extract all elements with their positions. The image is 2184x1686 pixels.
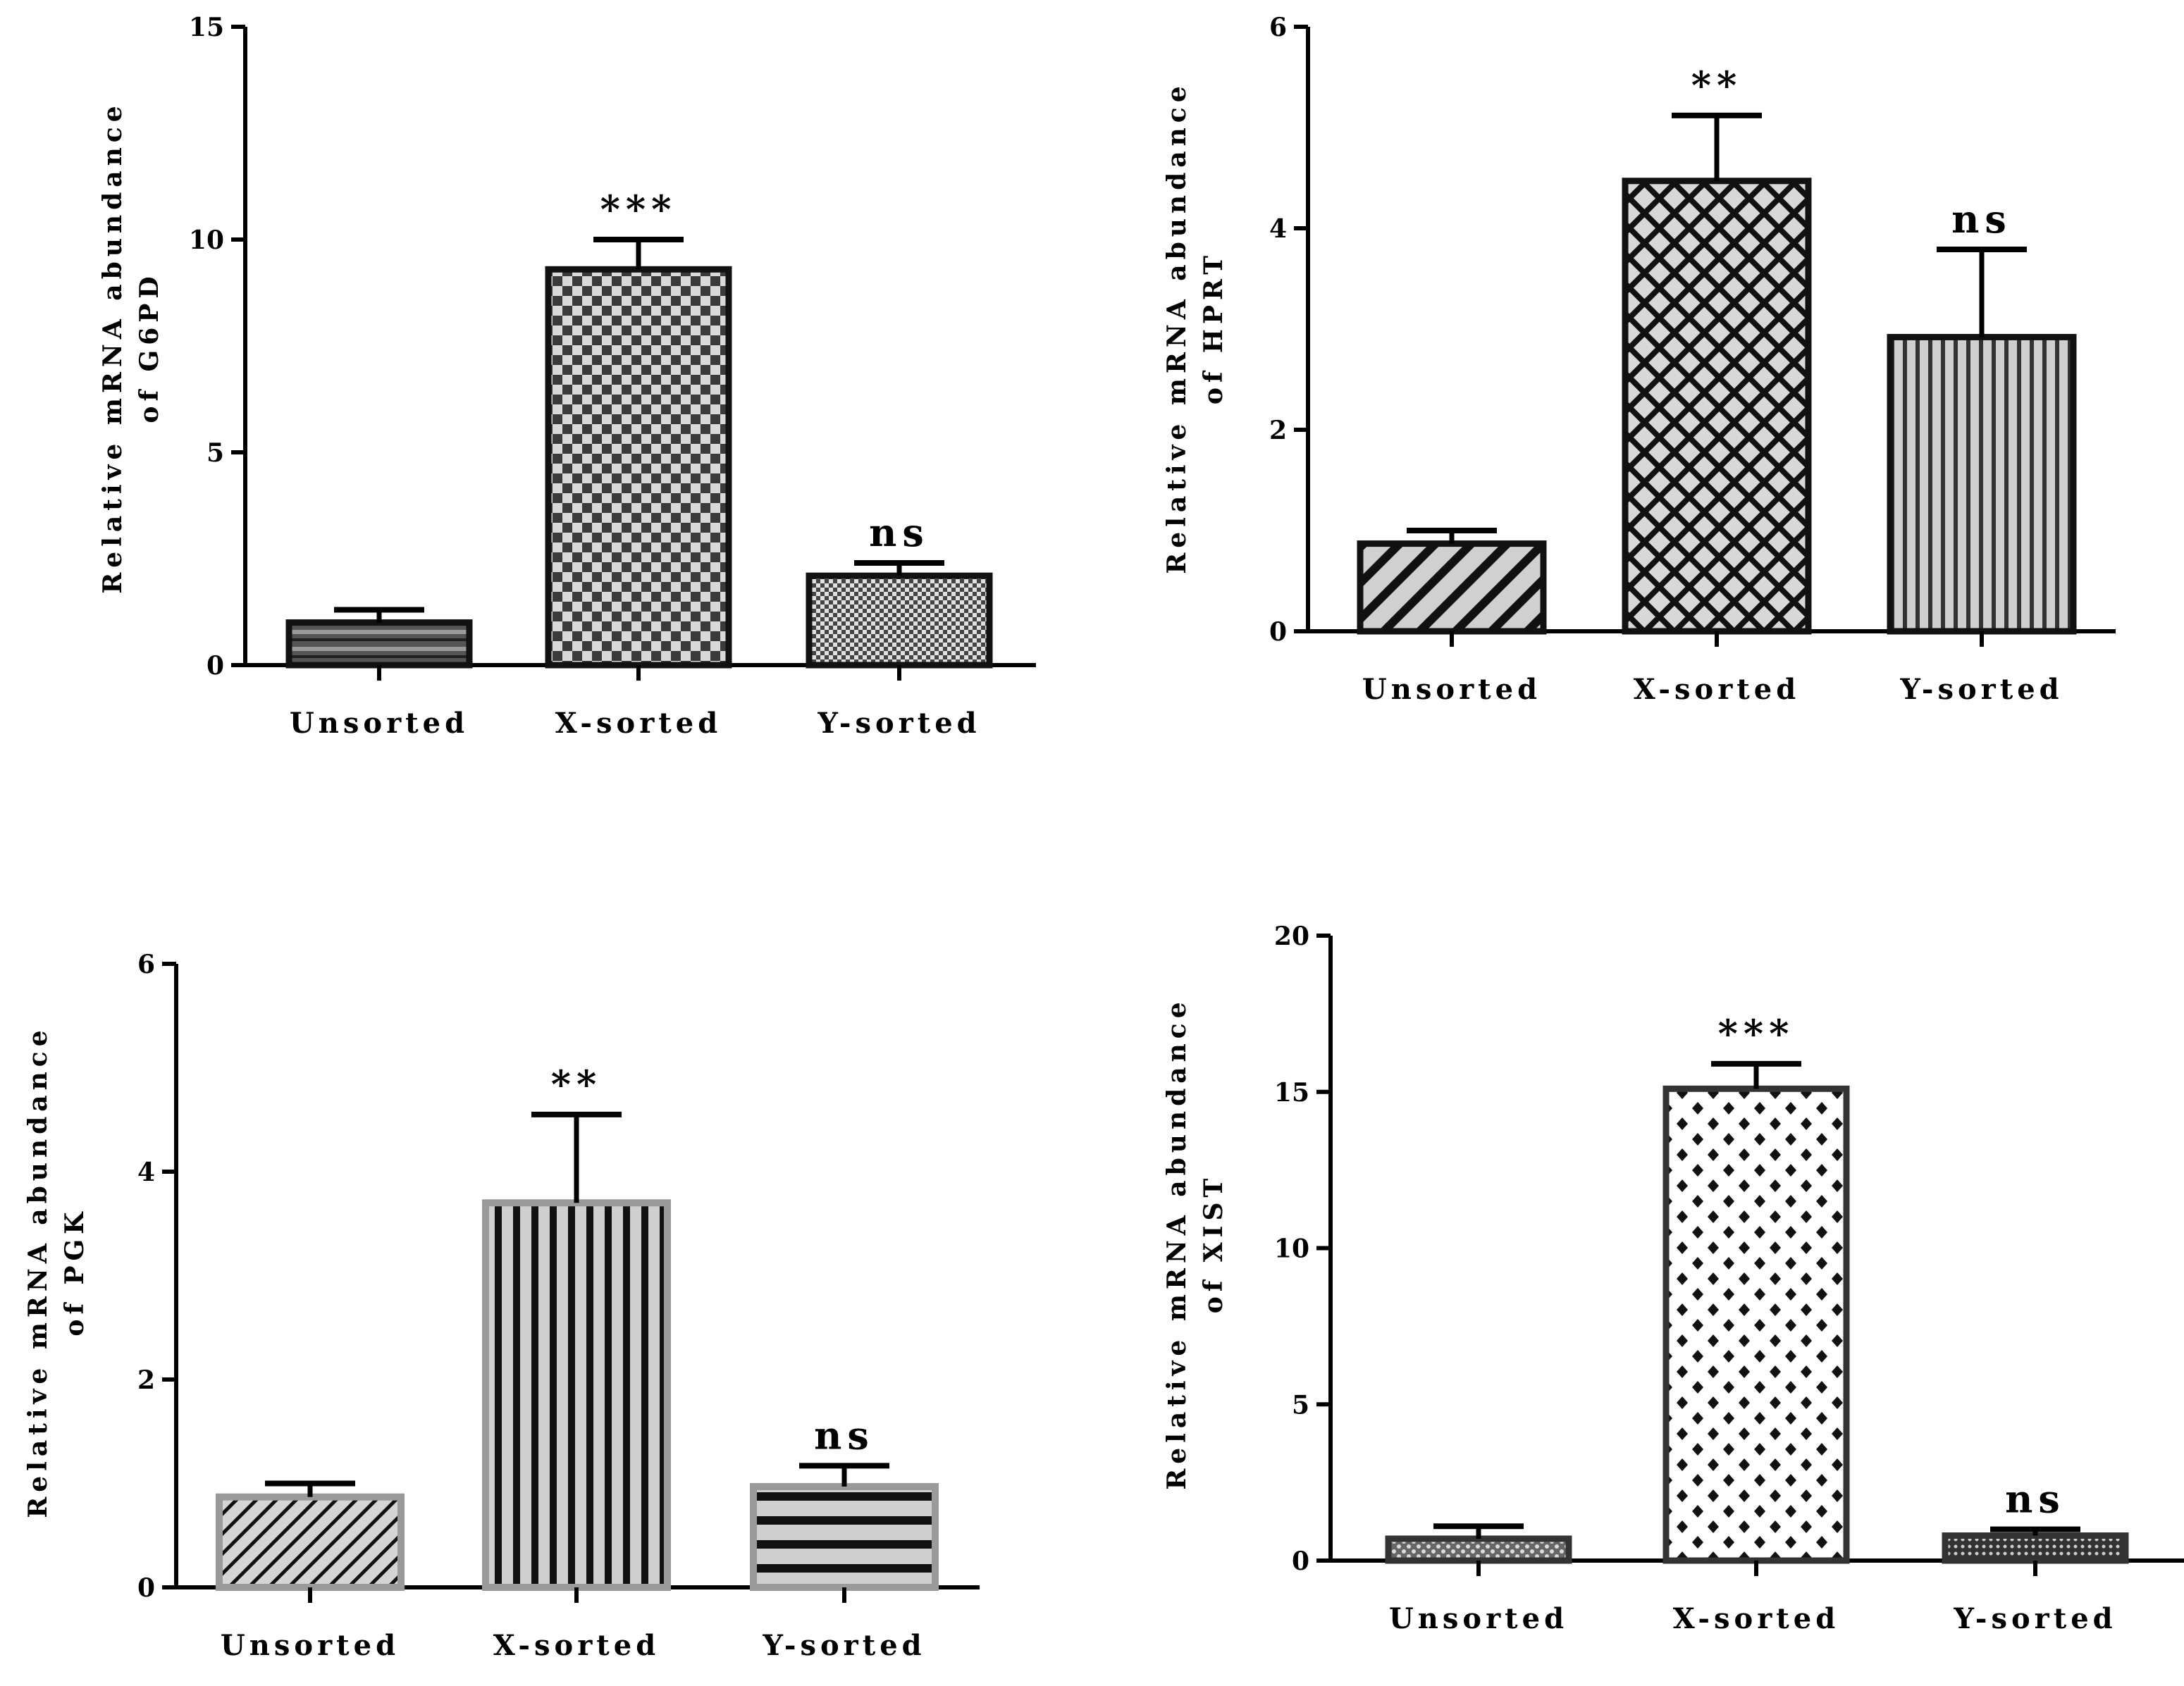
bar-y-sorted [1887, 333, 2077, 635]
significance-label: ** [551, 1062, 602, 1107]
bar-x-sorted [1622, 178, 1812, 635]
y-tick-label: 6 [1269, 13, 1287, 42]
y-tick-label: 10 [1274, 1234, 1309, 1264]
significance-label: ns [814, 1413, 875, 1458]
x-tick-label: X-sorted [1634, 673, 1800, 706]
x-tick-label: X-sorted [1673, 1602, 1839, 1635]
bar-y-sorted [806, 572, 993, 669]
x-tick-label: Y-sorted [817, 707, 980, 740]
y-tick-label: 4 [1269, 214, 1287, 244]
chart-pgk: Relative mRNA abundance of PGK 0 2 4 6 Unsor… [23, 950, 980, 1662]
y-axis-title-line1: Relative mRNA abundance [98, 101, 128, 593]
bar-unsorted [285, 619, 473, 669]
y-tick-label: 0 [206, 651, 224, 681]
y-tick-label: 4 [137, 1158, 155, 1187]
y-axis-title-line2: of PGK [60, 1207, 90, 1336]
bar-y-sorted [750, 1482, 939, 1592]
y-tick-label: 0 [1292, 1546, 1309, 1576]
y-tick-label: 20 [1274, 922, 1309, 951]
y-axis-title-line1: Relative mRNA abundance [23, 1025, 53, 1518]
significance-label: ** [1691, 63, 1742, 108]
x-tick-label: Unsorted [1389, 1602, 1568, 1635]
y-tick-label: 2 [1269, 416, 1287, 445]
bar-x-sorted [545, 266, 732, 669]
x-tick-label: Unsorted [290, 707, 469, 740]
y-axis-title-line2: of XIST [1199, 1174, 1228, 1314]
significance-label: ns [2005, 1477, 2066, 1522]
bar-unsorted [216, 1493, 405, 1592]
x-tick-label: X-sorted [555, 707, 722, 740]
y-tick-label: 5 [206, 438, 224, 468]
y-tick-label: 2 [137, 1365, 155, 1395]
y-tick-label: 10 [189, 225, 224, 255]
significance-label: *** [1718, 1011, 1795, 1056]
y-axis-title-line2: of HPRT [1199, 251, 1228, 404]
y-tick-label: 6 [137, 950, 155, 979]
y-axis-title-line1: Relative mRNA abundance [1162, 81, 1192, 574]
x-tick-label: X-sorted [493, 1629, 660, 1662]
chart-xist: Relative mRNA abundance of XIST 0 5 10 15 20… [1162, 922, 2184, 1635]
significance-label: ns [1951, 197, 2012, 242]
significance-label: *** [600, 187, 677, 232]
bar-x-sorted [1662, 1085, 1850, 1564]
x-tick-label: Y-sorted [1899, 673, 2063, 706]
x-tick-label: Y-sorted [1953, 1602, 2116, 1635]
y-tick-label: 5 [1292, 1390, 1309, 1420]
bar-unsorted [1385, 1535, 1572, 1564]
chart-hprt: Relative mRNA abundance of HPRT 0 2 4 6 Unso… [1162, 13, 2116, 706]
significance-label: ns [869, 510, 930, 555]
chart-g6pd: Relative mRNA abundance of G6PD 0 5 10 15 Un… [98, 13, 1036, 740]
x-tick-label: Unsorted [221, 1629, 400, 1662]
y-axis-title-line1: Relative mRNA abundance [1162, 997, 1192, 1489]
bar-unsorted [1357, 540, 1547, 635]
x-tick-label: Y-sorted [762, 1629, 925, 1662]
bar-y-sorted [1942, 1532, 2129, 1564]
y-tick-label: 15 [1274, 1078, 1309, 1108]
x-tick-label: Unsorted [1362, 673, 1541, 706]
y-tick-label: 15 [189, 13, 224, 42]
y-axis-title-line2: of G6PD [135, 271, 164, 423]
y-tick-label: 0 [137, 1573, 155, 1603]
bar-x-sorted [482, 1199, 671, 1591]
y-tick-label: 0 [1269, 617, 1287, 647]
